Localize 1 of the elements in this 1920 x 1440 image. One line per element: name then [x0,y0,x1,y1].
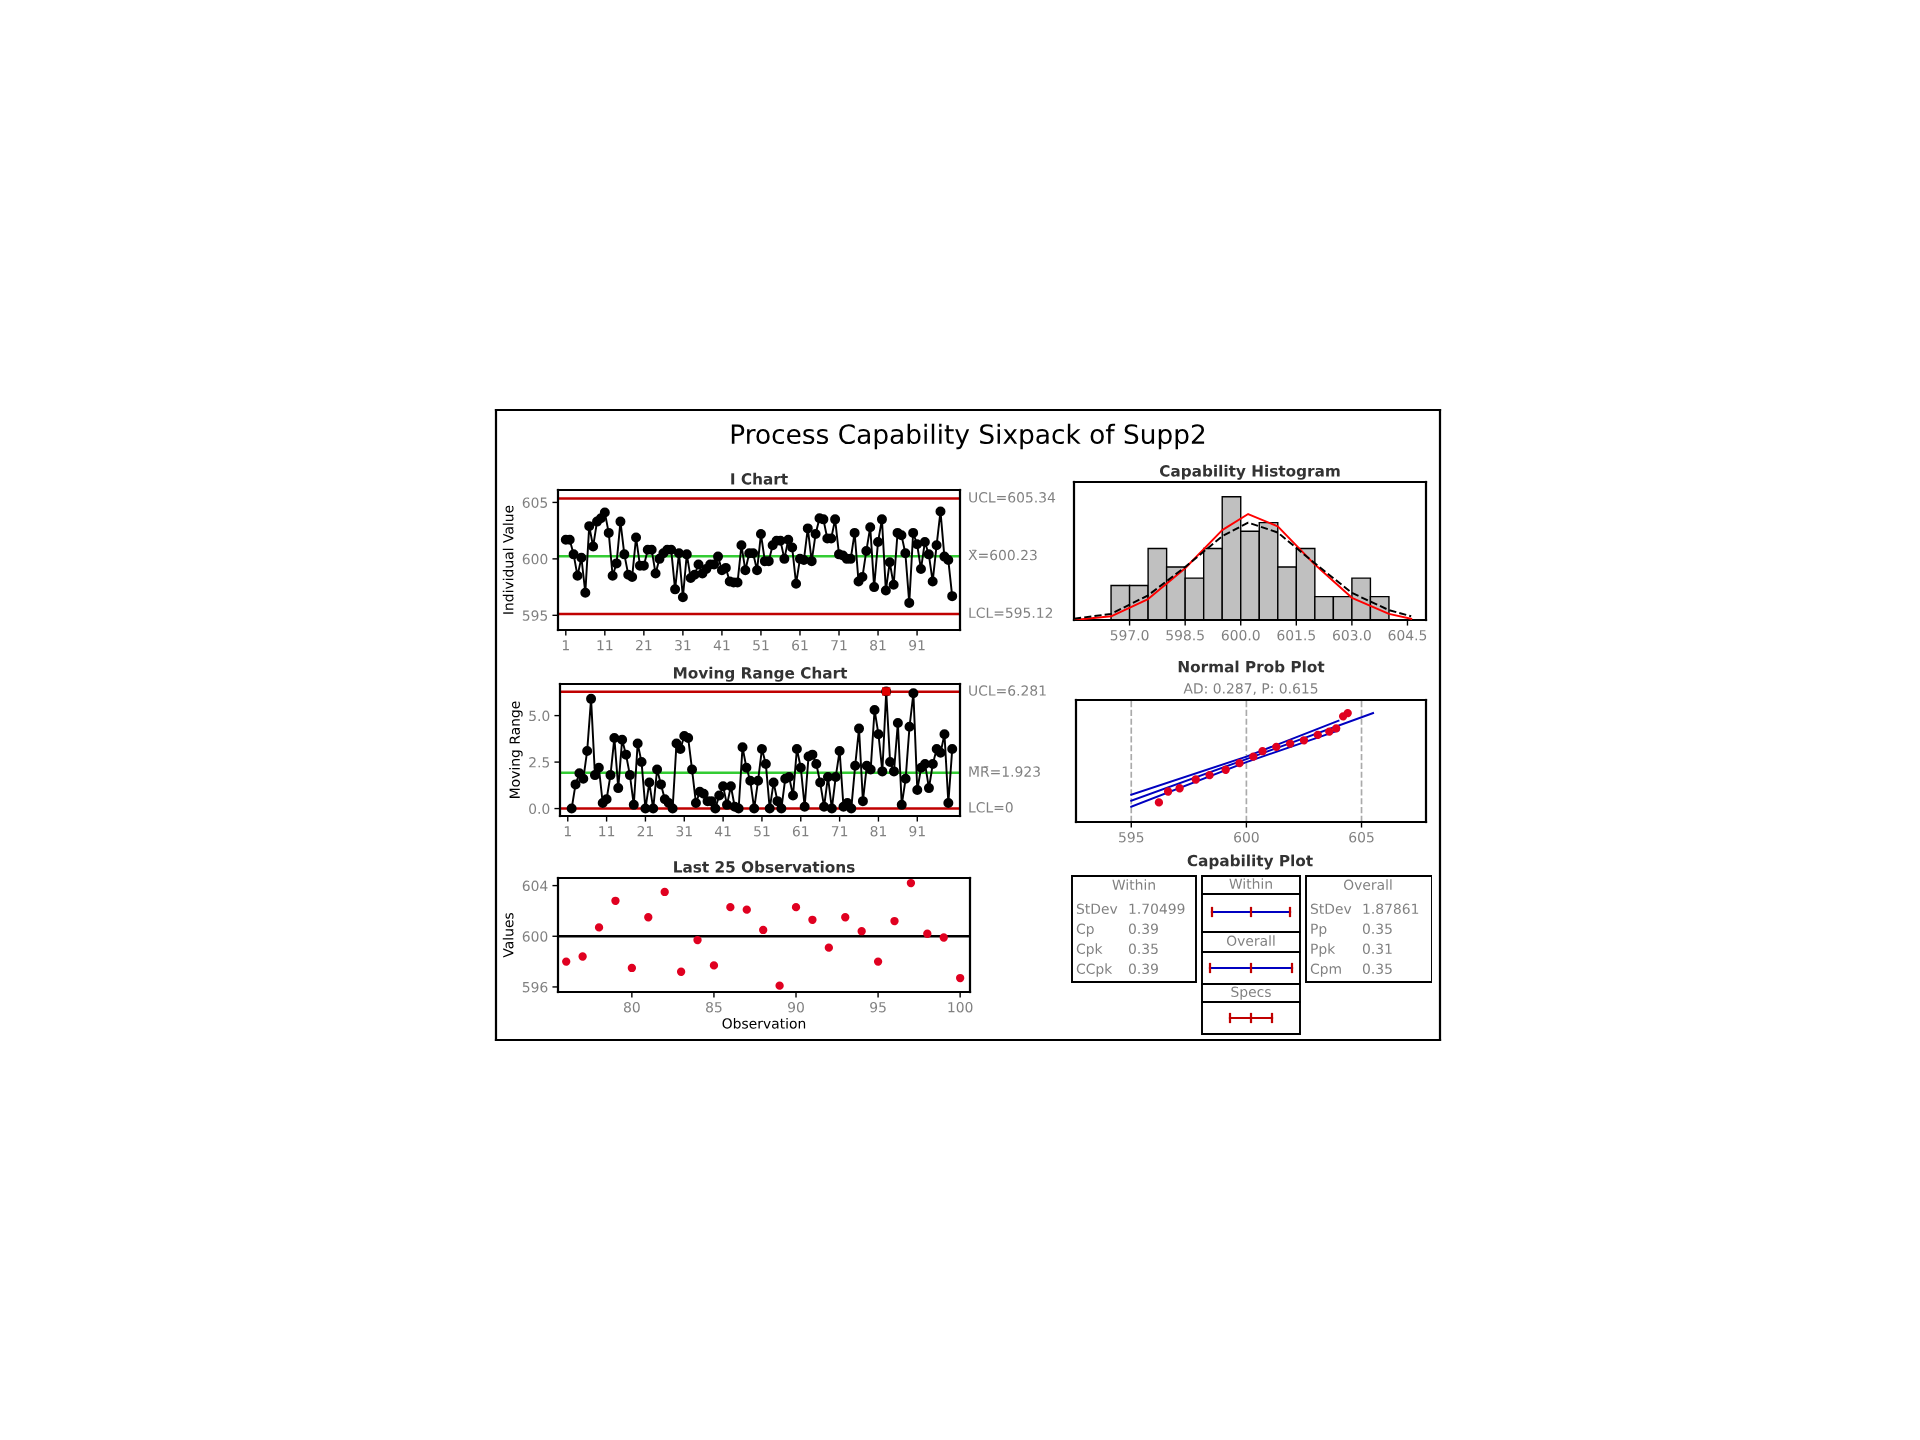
text: Process Capability Sixpack of Supp2 [731,423,1205,450]
